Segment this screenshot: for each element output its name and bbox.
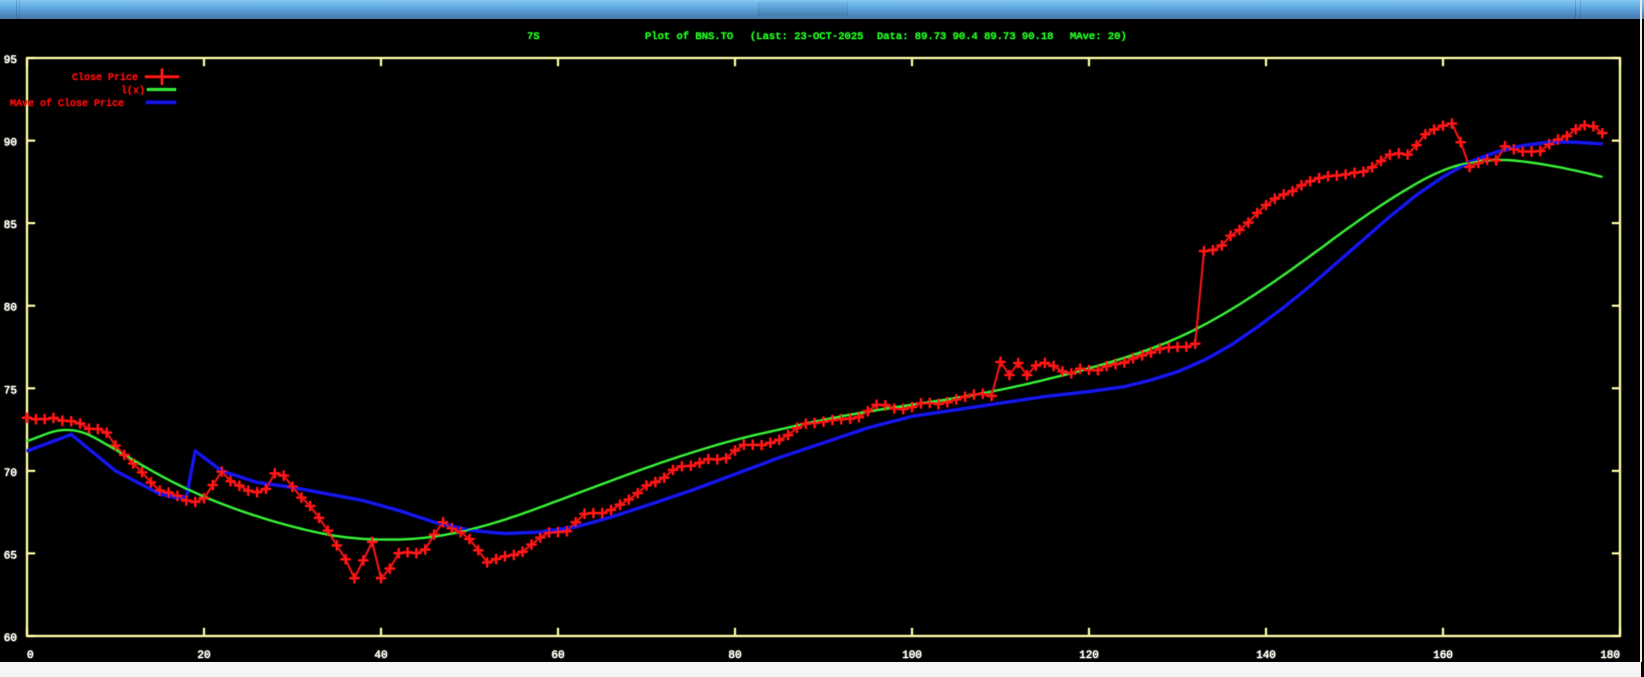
svg-text:140: 140: [1256, 650, 1276, 660]
svg-text:7S: 7S: [527, 31, 540, 43]
svg-text:80: 80: [728, 650, 741, 660]
svg-text:l(x): l(x): [121, 85, 145, 97]
svg-text:MAve: 20): MAve: 20): [1070, 31, 1127, 43]
svg-text:40: 40: [374, 650, 387, 660]
svg-text:20: 20: [197, 650, 210, 660]
svg-text:65: 65: [4, 550, 17, 562]
svg-text:120: 120: [1079, 650, 1099, 660]
svg-text:100: 100: [902, 650, 922, 660]
svg-text:85: 85: [4, 220, 17, 232]
svg-text:MAve of Close Price: MAve of Close Price: [10, 98, 124, 110]
svg-text:95: 95: [4, 55, 17, 67]
svg-text:Plot of BNS.TO: Plot of BNS.TO: [645, 31, 733, 43]
svg-text:0: 0: [27, 650, 34, 660]
svg-text:Close Price: Close Price: [72, 72, 138, 84]
svg-text:90: 90: [4, 138, 17, 150]
svg-text:60: 60: [4, 633, 17, 645]
svg-text:75: 75: [4, 385, 17, 397]
svg-text:60: 60: [551, 650, 564, 660]
svg-text:160: 160: [1433, 650, 1453, 660]
svg-text:80: 80: [4, 303, 17, 315]
svg-text:180: 180: [1600, 650, 1620, 660]
svg-text:(Last: 23-OCT-2025: (Last: 23-OCT-2025: [750, 31, 863, 43]
svg-text:70: 70: [4, 468, 17, 480]
svg-text:Data: 89.73 90.4 89.73 90.18: Data: 89.73 90.4 89.73 90.18: [877, 31, 1053, 43]
